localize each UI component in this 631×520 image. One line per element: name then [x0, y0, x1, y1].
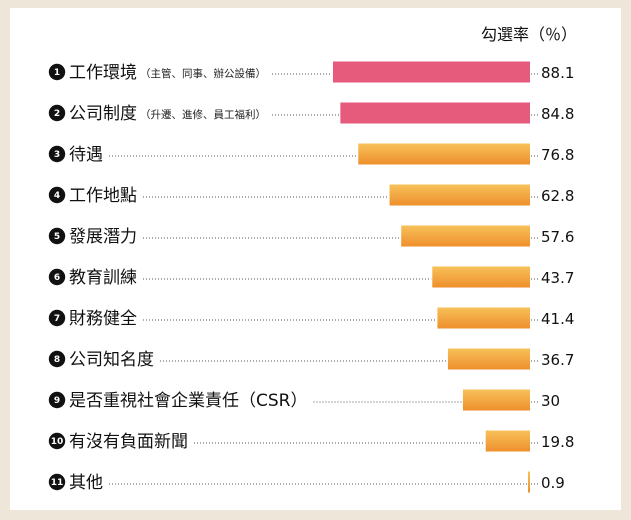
rank-number: 2 [54, 109, 60, 119]
value-label: 36.7 [541, 351, 574, 369]
bar-row: 9 是否重視社會企業責任（CSR） 30 [48, 389, 560, 411]
value-label: 57.6 [541, 228, 574, 246]
category-name: 財務健全 [69, 309, 137, 329]
category-label: 工作地點 [69, 186, 137, 206]
category-name: 發展潛力 [69, 227, 137, 247]
value-label: 76.8 [541, 146, 574, 164]
bar-row: 2 公司制度 （升遷、進修、員工福利） 84.8 [48, 102, 574, 124]
category-name: 是否重視社會企業責任（CSR） [69, 391, 307, 411]
category-label: 待遇 [69, 145, 103, 165]
rank-badge [48, 309, 66, 327]
category-note: （主管、同事、辦公設備） [140, 67, 266, 80]
category-name: 公司制度 [69, 104, 137, 124]
rank-number: 11 [51, 478, 64, 488]
chart-panel: 勾選率（％） 1 工作環境 （主管、同事、辦公設備） 88.1 2 公司制度 （升遷、進修、… [10, 8, 621, 510]
category-name: 工作環境 [69, 63, 137, 83]
category-label: 工作環境 （主管、同事、辦公設備） [69, 63, 266, 83]
category-label: 公司制度 （升遷、進修、員工福利） [69, 104, 266, 124]
rank-number: 6 [54, 273, 60, 283]
bar-row: 7 財務健全 41.4 [48, 307, 574, 329]
bar [485, 430, 530, 452]
rank-badge [48, 63, 66, 81]
rank-badge [48, 145, 66, 163]
bar [462, 389, 530, 411]
category-label: 有沒有負面新聞 [69, 432, 188, 452]
rank-badge [48, 391, 66, 409]
category-label: 財務健全 [69, 309, 137, 329]
category-name: 工作地點 [69, 186, 137, 206]
bar-row: 8 公司知名度 36.7 [48, 348, 574, 370]
rank-badge [48, 432, 66, 450]
rank-badge [48, 186, 66, 204]
bar [437, 307, 530, 329]
category-name: 公司知名度 [69, 350, 154, 370]
value-label: 88.1 [541, 64, 574, 82]
bar-row: 3 待遇 76.8 [48, 143, 574, 165]
rank-number: 8 [54, 355, 60, 365]
rank-number: 1 [54, 68, 60, 78]
category-label: 發展潛力 [69, 227, 137, 247]
category-label: 公司知名度 [69, 350, 154, 370]
value-label: 30 [541, 392, 560, 410]
bar-row: 4 工作地點 62.8 [48, 184, 574, 206]
rank-badge [48, 227, 66, 245]
rank-number: 10 [51, 437, 64, 447]
bar [527, 471, 530, 493]
value-label: 62.8 [541, 187, 574, 205]
bar [401, 225, 530, 247]
value-label: 41.4 [541, 310, 574, 328]
category-name: 待遇 [69, 145, 103, 165]
bar [447, 348, 530, 370]
bar [333, 61, 530, 83]
bar-row: 6 教育訓練 43.7 [48, 266, 574, 288]
bar-row: 1 工作環境 （主管、同事、辦公設備） 88.1 [48, 61, 574, 83]
unit-label: 勾選率（％） [481, 25, 577, 44]
value-label: 19.8 [541, 433, 574, 451]
value-label: 43.7 [541, 269, 574, 287]
category-name: 教育訓練 [69, 268, 137, 288]
rank-badge [48, 350, 66, 368]
bar-row: 10 有沒有負面新聞 19.8 [48, 430, 574, 452]
rank-number: 5 [54, 232, 60, 242]
category-label: 其他 [69, 473, 103, 493]
category-name: 有沒有負面新聞 [69, 432, 188, 452]
bar-row: 5 發展潛力 57.6 [48, 225, 574, 247]
rank-badge [48, 104, 66, 122]
category-note: （升遷、進修、員工福利） [140, 108, 266, 121]
rank-number: 4 [54, 191, 60, 201]
bar [340, 102, 530, 124]
category-label: 教育訓練 [69, 268, 137, 288]
bar [432, 266, 530, 288]
rank-badge [48, 268, 66, 286]
value-label: 0.9 [541, 474, 565, 492]
category-label: 是否重視社會企業責任（CSR） [69, 391, 307, 411]
bar-row: 11 其他 0.9 [48, 471, 565, 493]
bar [358, 143, 530, 165]
category-name: 其他 [69, 473, 103, 493]
rank-number: 3 [54, 150, 60, 160]
bar [389, 184, 530, 206]
bar-chart: 勾選率（％） 1 工作環境 （主管、同事、辦公設備） 88.1 2 公司制度 （升遷、進修、… [48, 25, 577, 493]
rank-number: 7 [54, 314, 60, 324]
value-label: 84.8 [541, 105, 574, 123]
rank-badge [48, 473, 66, 491]
rank-number: 9 [54, 396, 60, 406]
